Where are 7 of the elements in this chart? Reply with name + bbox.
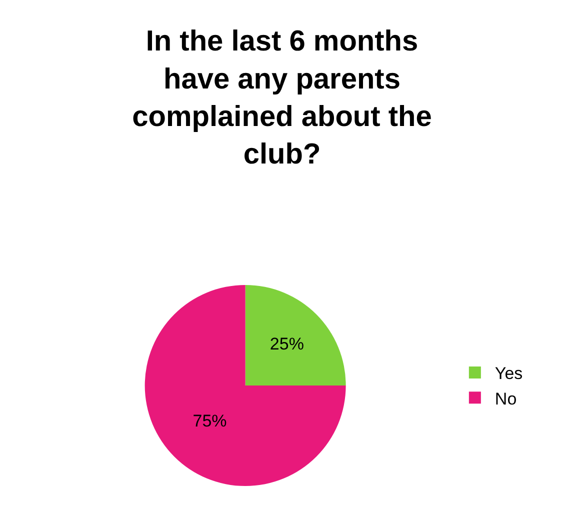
legend-label: No	[494, 389, 517, 408]
pie-slice	[245, 285, 346, 386]
chart-title: In the last 6 months have any parents complained about the club?	[132, 26, 432, 171]
data-label: 25%	[270, 334, 304, 354]
pie-slice	[144, 285, 346, 486]
data-label: 75%	[192, 412, 227, 431]
legend-label: Yes	[494, 364, 523, 384]
